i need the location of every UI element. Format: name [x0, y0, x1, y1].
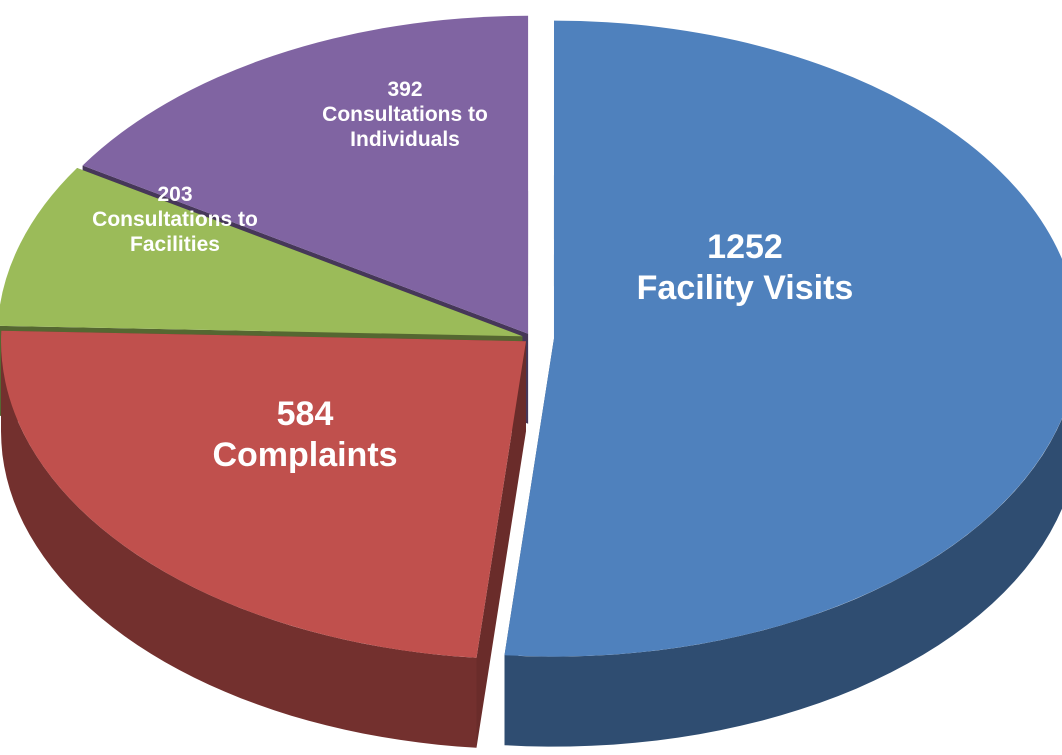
data-label-category: Facility Visits: [636, 269, 854, 307]
data-label-category: Complaints: [212, 436, 398, 474]
data-label: 392 Consultations to Individuals: [315, 77, 495, 153]
slice-group: [504, 20, 1062, 747]
slice: [504, 20, 1062, 657]
data-label-value: 392: [387, 78, 423, 102]
data-label-category: Consultations to Facilities: [92, 208, 258, 257]
data-label: 584 Complaints: [155, 394, 455, 476]
slice-side: [476, 341, 526, 748]
slice: [0, 168, 523, 337]
slice-group: [1, 330, 526, 748]
data-label: 1252 Facility Visits: [545, 227, 945, 309]
slice-wall: [504, 418, 1062, 747]
data-label-value: 584: [276, 395, 334, 434]
data-label-value: 1252: [707, 228, 783, 267]
slice: [82, 15, 529, 334]
slice-wall: [1, 341, 477, 748]
slice: [1, 330, 526, 658]
data-label: 203 Consultations to Facilities: [70, 182, 280, 258]
data-label-category: Consultations to Individuals: [322, 103, 488, 152]
data-label-value: 203: [157, 183, 193, 207]
